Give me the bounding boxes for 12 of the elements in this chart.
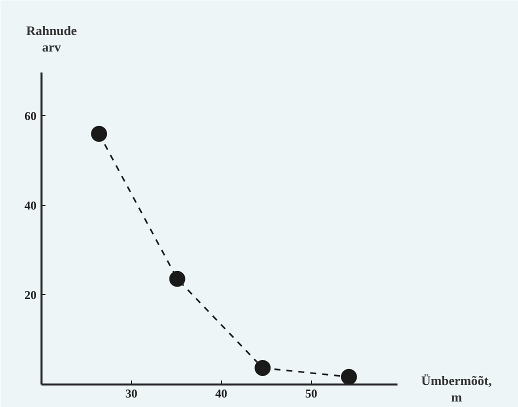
x-tick-label: 30 bbox=[125, 386, 138, 400]
y-tick-label: 40 bbox=[24, 198, 36, 212]
point bbox=[254, 360, 271, 376]
x-tick-label: 50 bbox=[305, 386, 318, 400]
y-tick-label: 60 bbox=[24, 108, 36, 123]
x-axis-title: Ümbermõõt, m bbox=[421, 373, 492, 404]
point bbox=[91, 126, 108, 142]
y-tick-label: 20 bbox=[24, 288, 36, 302]
x-tick-label: 40 bbox=[215, 386, 228, 400]
point bbox=[340, 368, 357, 385]
point bbox=[169, 270, 186, 287]
y-axis-title: Rahnude arv bbox=[26, 23, 78, 54]
